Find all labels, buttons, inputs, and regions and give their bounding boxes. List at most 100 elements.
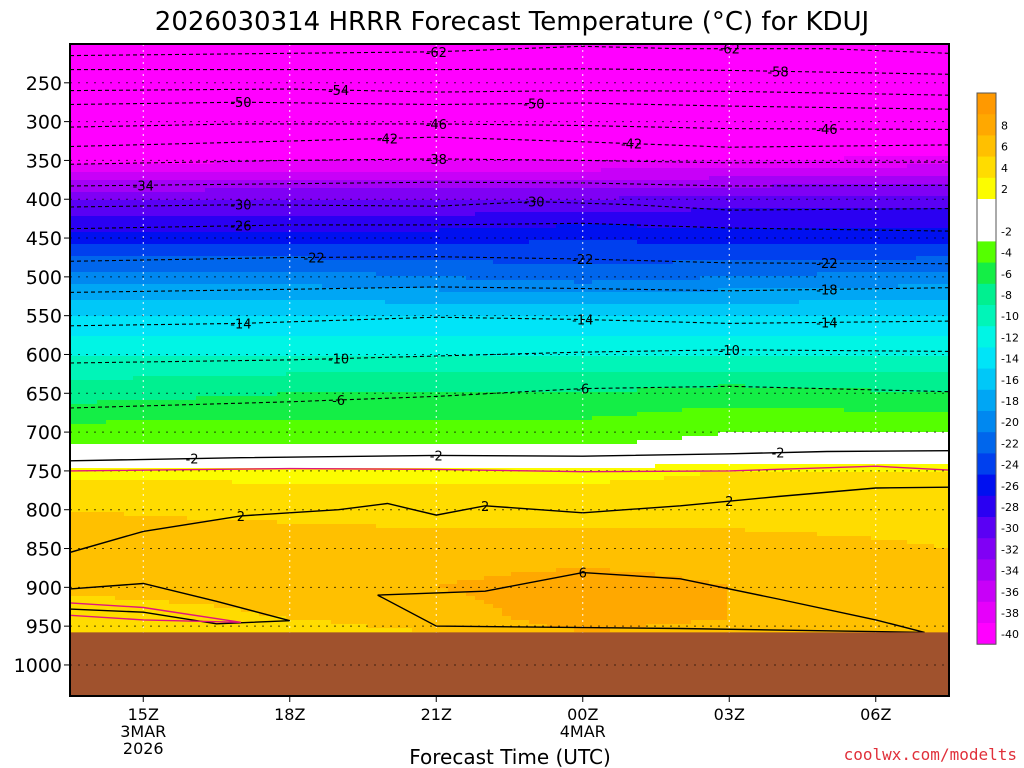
temperature-cell xyxy=(160,516,170,601)
temperature-cell xyxy=(349,300,359,317)
temperature-cell xyxy=(574,224,584,241)
temperature-cell xyxy=(565,392,575,421)
temperature-cell xyxy=(313,284,323,301)
temperature-cell xyxy=(538,172,548,181)
temperature-cell xyxy=(106,164,116,173)
temperature-cell xyxy=(619,444,629,469)
temperature-cell xyxy=(250,468,260,485)
temperature-cell xyxy=(691,168,701,181)
y-tick-label: 250 xyxy=(26,73,62,95)
temperature-cell xyxy=(565,528,575,569)
temperature-cell xyxy=(529,264,539,281)
temperature-cell xyxy=(160,44,170,165)
temperature-cell xyxy=(115,164,125,173)
temperature-cell xyxy=(601,264,611,281)
temperature-cell xyxy=(241,232,251,245)
temperature-cell xyxy=(736,288,746,305)
temperature-cell xyxy=(376,200,386,217)
temperature-cell xyxy=(133,420,143,445)
temperature-cell xyxy=(763,196,773,209)
temperature-cell xyxy=(691,160,701,169)
temperature-cell xyxy=(727,336,737,357)
temperature-cell xyxy=(484,292,494,305)
temperature-cell xyxy=(70,468,80,481)
temperature-cell xyxy=(232,444,242,469)
temperature-cell xyxy=(313,244,323,261)
temperature-cell xyxy=(547,172,557,181)
y-tick-label: 650 xyxy=(26,383,62,405)
temperature-cell xyxy=(133,44,143,165)
temperature-cell xyxy=(106,284,116,301)
temperature-cell xyxy=(772,304,782,317)
temperature-cell xyxy=(106,400,116,421)
temperature-cell xyxy=(250,300,260,317)
temperature-cell xyxy=(610,44,620,161)
temperature-cell xyxy=(133,272,143,285)
temperature-cell xyxy=(178,316,188,337)
temperature-cell xyxy=(934,432,944,465)
temperature-cell xyxy=(349,392,359,421)
temperature-cell xyxy=(214,172,224,181)
temperature-cell xyxy=(619,572,629,629)
temperature-cell xyxy=(286,160,296,173)
temperature-cell xyxy=(538,316,548,337)
temperature-cell xyxy=(502,292,512,305)
temperature-cell xyxy=(475,280,485,293)
temperature-cell xyxy=(421,188,431,201)
temperature-cell xyxy=(241,336,251,357)
temperature-cell xyxy=(664,440,674,465)
temperature-cell xyxy=(574,420,584,445)
temperature-cell xyxy=(682,196,692,213)
temperature-cell xyxy=(592,200,602,213)
temperature-cell xyxy=(268,468,278,485)
temperature-cell xyxy=(331,172,341,181)
temperature-cell xyxy=(79,180,89,193)
temperature-cell xyxy=(286,244,296,257)
temperature-cell xyxy=(529,356,539,373)
temperature-cell xyxy=(673,412,683,441)
temperature-cell xyxy=(772,184,782,197)
temperature-cell xyxy=(241,444,251,469)
temperature-cell xyxy=(925,164,935,177)
temperature-cell xyxy=(664,280,674,293)
temperature-cell xyxy=(871,184,881,197)
temperature-cell xyxy=(655,576,665,625)
temperature-cell xyxy=(421,44,431,161)
temperature-cell xyxy=(907,392,917,413)
temperature-cell xyxy=(502,576,512,617)
temperature-cell xyxy=(466,372,476,393)
temperature-cell xyxy=(673,336,683,357)
temperature-cell xyxy=(367,392,377,421)
temperature-cell xyxy=(916,336,926,357)
temperature-cell xyxy=(439,172,449,181)
temperature-cell xyxy=(79,244,89,257)
temperature-cell xyxy=(826,372,836,389)
color-scale-label: -16 xyxy=(1001,374,1019,387)
temperature-cell xyxy=(493,212,503,229)
temperature-cell xyxy=(106,480,116,513)
temperature-cell xyxy=(259,272,269,285)
temperature-cell xyxy=(754,228,764,245)
temperature-cell xyxy=(871,356,881,373)
temperature-cell xyxy=(547,484,557,529)
temperature-cell xyxy=(475,528,485,581)
temperature-cell xyxy=(475,180,485,189)
temperature-cell xyxy=(250,272,260,285)
temperature-cell xyxy=(610,316,620,337)
temperature-cell xyxy=(763,244,773,261)
temperature-cell xyxy=(943,464,949,473)
temperature-cell xyxy=(943,300,949,317)
temperature-cell xyxy=(628,240,638,265)
temperature-cell xyxy=(205,188,215,201)
temperature-cell xyxy=(835,196,845,209)
temperature-cell xyxy=(772,228,782,245)
temperature-cell xyxy=(349,484,359,525)
temperature-cell xyxy=(817,184,827,197)
temperature-cell xyxy=(502,528,512,577)
temperature-cell xyxy=(682,244,692,261)
temperature-cell xyxy=(448,372,458,393)
temperature-cell xyxy=(439,468,449,485)
temperature-cell xyxy=(808,184,818,197)
color-scale-swatch xyxy=(977,241,996,263)
temperature-cell xyxy=(142,300,152,317)
